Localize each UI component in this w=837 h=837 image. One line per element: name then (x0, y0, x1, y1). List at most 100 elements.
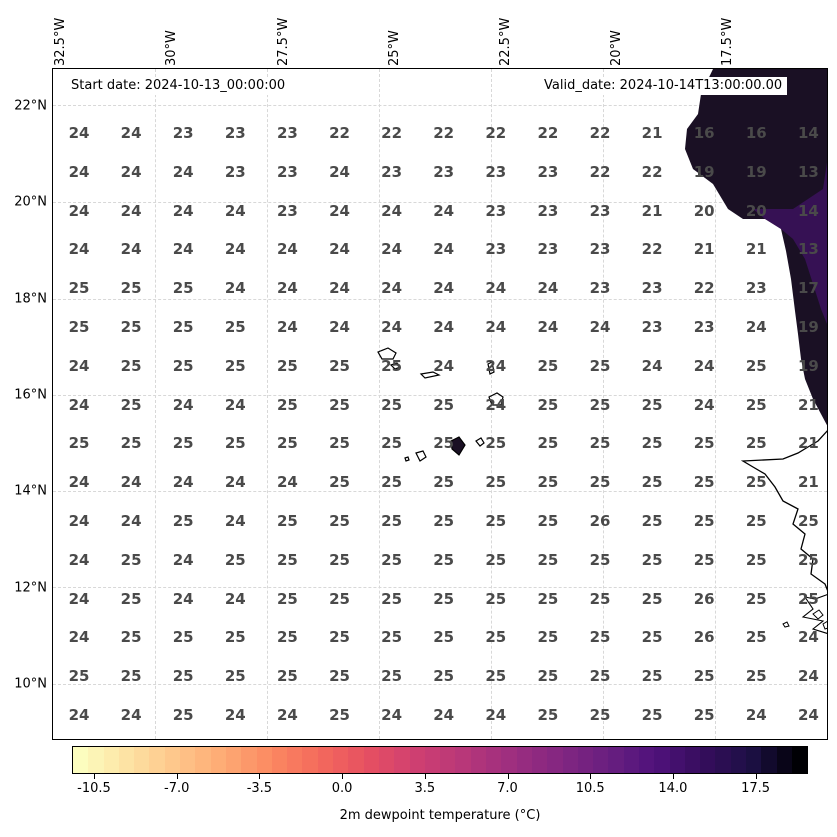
grid-value: 13 (797, 240, 819, 259)
grid-value: 25 (329, 550, 350, 569)
grid-value: 24 (224, 473, 246, 492)
grid-value: 26 (693, 589, 715, 608)
grid-value: 24 (68, 395, 90, 414)
grid-value: 25 (276, 512, 298, 530)
grid-value: 24 (68, 706, 90, 724)
grid-value: 25 (433, 512, 455, 530)
grid-value: 25 (120, 356, 142, 375)
colorbar-segment (486, 747, 502, 773)
grid-value: 23 (433, 162, 455, 181)
colorbar-segment (394, 747, 410, 773)
grid-value: 25 (381, 395, 403, 414)
grid-value: 25 (641, 434, 663, 453)
grid-value: 25 (433, 589, 455, 608)
grid-value: 24 (381, 201, 403, 220)
colorbar-segment (638, 747, 655, 773)
grid-value: 25 (224, 667, 246, 686)
grid-value: 25 (276, 434, 298, 453)
grid-value: 25 (381, 628, 403, 647)
cape-verde-sao-vicente (389, 362, 401, 370)
colorbar-tick (672, 774, 674, 779)
grid-value: 24 (172, 201, 194, 220)
grid-value: 24 (433, 356, 455, 375)
grid-value: 25 (745, 356, 767, 375)
grid-value: 24 (433, 201, 455, 220)
colorbar-tick (590, 774, 592, 779)
colorbar-tick (94, 774, 95, 779)
grid-value: 25 (745, 667, 767, 686)
grid-value: 25 (120, 279, 142, 298)
grid-value: 25 (329, 628, 350, 647)
grid-value: 24 (329, 162, 350, 181)
colorbar-segment (333, 747, 349, 773)
colorbar-segment (593, 747, 609, 773)
lon-label: 17.5°W (720, 17, 735, 66)
grid-value: 22 (589, 162, 611, 181)
colorbar-segment (700, 747, 716, 773)
grid-value: 25 (589, 550, 611, 569)
grid-value: 25 (693, 706, 715, 724)
colorbar-tick-label: -7.0 (164, 781, 190, 796)
grid-value: 22 (537, 124, 559, 142)
grid-value: 23 (224, 124, 246, 142)
grid-value: 24 (172, 395, 194, 414)
colorbar-segment (271, 747, 288, 773)
grid-value: 25 (693, 550, 715, 569)
senegal-coast (740, 430, 827, 591)
grid-value: 25 (224, 550, 246, 569)
colorbar-tick-label: -3.5 (246, 781, 273, 796)
colorbar-segment (363, 747, 379, 773)
colorbar-segment (302, 747, 318, 773)
grid-value: 24 (224, 201, 246, 220)
grid-value: 25 (797, 512, 819, 530)
grid-value: 24 (381, 706, 403, 724)
grid-value: 24 (172, 162, 194, 181)
parallel-line (53, 105, 827, 106)
lat-label: 22°N (14, 98, 47, 114)
grid-value: 25 (693, 512, 715, 530)
lat-label: 10°N (14, 676, 47, 692)
colorbar-segment (684, 747, 701, 773)
grid-value: 24 (68, 512, 90, 530)
grid-value: 25 (589, 667, 611, 686)
lon-label: 25°W (387, 30, 402, 66)
cape-verde-santiago (450, 436, 466, 456)
grid-value: 23 (224, 162, 246, 181)
cape-verde-boa-vista (488, 392, 504, 406)
grid-value: 25 (797, 550, 819, 569)
lat-label: 18°N (14, 291, 47, 307)
grid-value: 24 (537, 318, 559, 336)
colorbar-segment (210, 747, 226, 773)
colorbar-tick (176, 774, 178, 779)
grid-value: 24 (797, 706, 819, 724)
grid-value: 21 (745, 240, 767, 259)
grid-value: 25 (329, 706, 350, 724)
grid-value: 24 (276, 706, 298, 724)
grid-value: 25 (537, 434, 559, 453)
grid-value: 23 (693, 318, 715, 336)
lat-label: 14°N (14, 483, 47, 499)
grid-value: 24 (485, 706, 507, 724)
grid-value: 25 (68, 667, 90, 686)
colorbar-segment (241, 747, 257, 773)
grid-value: 25 (537, 550, 559, 569)
grid-value: 25 (745, 550, 767, 569)
grid-value: 24 (589, 318, 611, 336)
grid-value: 24 (120, 473, 142, 492)
grid-value: 25 (641, 706, 663, 724)
colorbar-segment (516, 747, 532, 773)
grid-value: 25 (329, 356, 350, 375)
grid-value: 25 (329, 395, 350, 414)
grid-value: 24 (224, 395, 246, 414)
grid-value: 25 (120, 318, 142, 336)
bijagos-islands (782, 609, 827, 630)
grid-value: 25 (693, 473, 715, 492)
grid-value: 25 (172, 279, 194, 298)
grid-value: 25 (276, 628, 298, 647)
grid-value: 22 (641, 240, 663, 259)
cape-verde-maio (475, 437, 485, 447)
grid-value: 25 (537, 706, 559, 724)
grid-value: 25 (537, 667, 559, 686)
colorbar-segment (103, 747, 119, 773)
